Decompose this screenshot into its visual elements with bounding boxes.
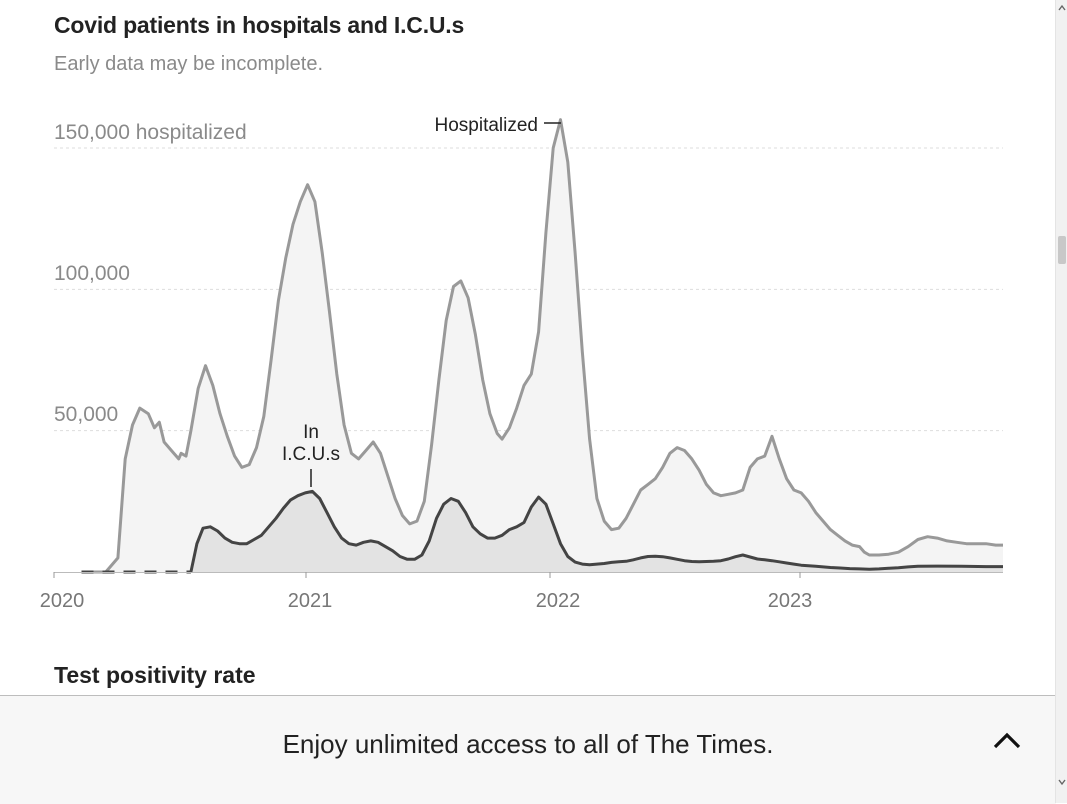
- x-tick-label-2021: 2021: [288, 590, 333, 612]
- annotation-icu-line1: In: [303, 422, 319, 443]
- scroll-up-arrow-icon[interactable]: [1058, 4, 1066, 12]
- x-tick-label-2023: 2023: [768, 590, 813, 612]
- annotation-hospitalized: Hospitalized: [435, 115, 539, 136]
- banner-toggle-button[interactable]: [990, 726, 1024, 756]
- chart-areas: [81, 119, 1003, 572]
- y-tick-label-150000: 150,000 hospitalized: [54, 121, 247, 144]
- scrollbar[interactable]: [1055, 0, 1067, 803]
- scrollbar-thumb[interactable]: [1058, 236, 1066, 264]
- scroll-down-arrow-icon[interactable]: [1058, 778, 1066, 786]
- annotation-icu-line2: I.C.U.s: [282, 444, 340, 465]
- section-title-test-positivity: Test positivity rate: [54, 662, 256, 688]
- chart-axes: [53, 572, 1003, 578]
- x-tick-label-2020: 2020: [40, 590, 85, 612]
- hospitalized-area: [81, 119, 1003, 572]
- hospitalized-line: [81, 118, 1003, 574]
- chart-title: Covid patients in hospitals and I.C.U.s: [54, 12, 465, 38]
- icu-line: [189, 489, 1003, 573]
- y-tick-label-100000: 100,000: [54, 262, 130, 285]
- x-tick-label-2022: 2022: [536, 590, 581, 612]
- chart-subtitle: Early data may be incomplete.: [54, 53, 324, 75]
- hospitalization-chart: 150,000 hospitalized 100,000 50,000 2020…: [40, 115, 1003, 612]
- y-tick-label-50000: 50,000: [54, 403, 118, 426]
- chevron-up-icon: [993, 732, 1021, 749]
- banner-text: Enjoy unlimited access to all of The Tim…: [282, 729, 774, 759]
- subscription-banner[interactable]: Enjoy unlimited access to all of The Tim…: [0, 695, 1056, 804]
